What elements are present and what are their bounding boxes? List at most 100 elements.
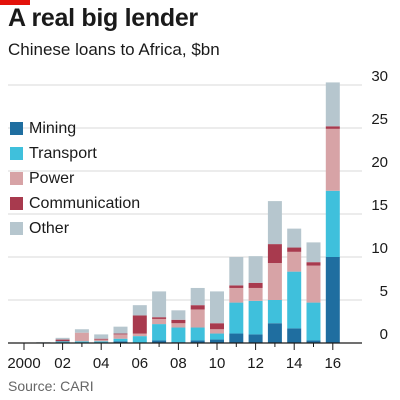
bar-other-2008: [171, 310, 186, 320]
bar-other-2002: [55, 337, 70, 340]
legend-item-power: Power: [10, 166, 140, 191]
bar-communication-2015: [306, 262, 321, 266]
chart-source: Source: CARI: [8, 378, 94, 394]
bar-communication-2014: [287, 247, 302, 252]
bar-communication-2010: [210, 323, 224, 330]
y-tick-label-25: 25: [371, 111, 388, 128]
bar-transport-2010: [210, 333, 224, 340]
bar-mining-2012: [248, 334, 263, 343]
bar-mining-2010: [210, 339, 224, 343]
y-tick-label-0: 0: [380, 326, 388, 343]
bar-other-2006: [132, 305, 147, 316]
x-tick-label-2000: 2000: [7, 355, 40, 372]
bar-other-2011: [229, 257, 244, 286]
x-tick-label-2002: 02: [54, 355, 71, 372]
bar-communication-2006: [132, 315, 147, 334]
bar-transport-2003: [74, 341, 89, 343]
bar-other-2003: [74, 329, 89, 333]
legend-label-power: Power: [29, 169, 75, 187]
bar-transport-2014: [287, 271, 302, 329]
bar-transport-2006: [132, 336, 147, 343]
bar-power-2008: [171, 323, 186, 328]
bar-mining-2014: [287, 328, 302, 343]
bar-power-2015: [306, 265, 321, 303]
bar-mining-2015: [306, 340, 321, 343]
bar-power-2010: [210, 329, 224, 334]
legend-label-transport: Transport: [29, 144, 97, 162]
bar-transport-2002: [55, 341, 70, 343]
bar-power-2005: [113, 334, 128, 339]
x-tick-label-2014: 14: [286, 355, 303, 372]
bar-communication-2011: [229, 285, 244, 288]
bar-transport-2016: [325, 190, 340, 257]
y-tick-label-10: 10: [371, 240, 388, 257]
bar-communication-2007: [152, 317, 167, 319]
bar-other-2007: [152, 291, 167, 318]
y-tick-label-5: 5: [380, 283, 388, 300]
y-tick-label-30: 30: [371, 68, 388, 85]
bar-transport-2011: [229, 302, 244, 334]
bar-power-2013: [267, 263, 282, 300]
legend-swatch-communication: [10, 197, 23, 210]
x-tick-label-2012: 12: [247, 355, 264, 372]
bar-other-2013: [267, 201, 282, 245]
legend-swatch-transport: [10, 147, 23, 160]
bar-transport-2015: [306, 302, 321, 341]
bar-transport-2007: [152, 324, 167, 341]
legend-item-communication: Communication: [10, 191, 140, 216]
legend-label-other: Other: [29, 219, 70, 237]
y-tick-label-15: 15: [371, 197, 388, 214]
x-tick-label-2006: 06: [131, 355, 148, 372]
bar-power-2009: [190, 309, 205, 328]
legend-swatch-power: [10, 172, 23, 185]
bar-other-2015: [306, 242, 321, 263]
bar-communication-2008: [171, 319, 186, 324]
bar-transport-2009: [190, 327, 205, 341]
bar-mining-2016: [325, 257, 340, 343]
bar-communication-2012: [248, 282, 263, 288]
bar-communication-2016: [325, 126, 340, 129]
chart-subtitle: Chinese loans to Africa, $bn: [8, 40, 220, 59]
bar-power-2003: [74, 332, 89, 342]
bar-other-2014: [287, 228, 302, 248]
bar-mining-2013: [267, 323, 282, 343]
bar-mining-2005: [113, 341, 128, 343]
bar-other-2016: [325, 82, 340, 127]
bar-communication-2005: [113, 333, 128, 335]
bar-transport-2004: [94, 341, 109, 343]
bar-communication-2004: [94, 338, 109, 340]
bar-power-2011: [229, 287, 244, 303]
bar-other-2012: [248, 256, 263, 283]
bar-transport-2012: [248, 300, 263, 335]
bar-power-2006: [132, 333, 147, 337]
bar-power-2012: [248, 287, 263, 301]
brand-red-bar: [0, 0, 30, 5]
legend-item-transport: Transport: [10, 141, 140, 166]
x-tick-label-2016: 16: [324, 355, 341, 372]
bar-power-2007: [152, 318, 167, 325]
x-tick-label-2004: 04: [93, 355, 110, 372]
bar-communication-2013: [267, 244, 282, 264]
bar-communication-2002: [55, 339, 70, 342]
legend-item-other: Other: [10, 216, 140, 241]
bar-transport-2013: [267, 300, 282, 324]
bar-transport-2008: [171, 327, 186, 343]
bar-transport-2005: [113, 338, 128, 342]
legend-item-mining: Mining: [10, 116, 140, 141]
bar-mining-2007: [152, 340, 167, 343]
legend-label-communication: Communication: [29, 194, 141, 212]
legend-swatch-mining: [10, 122, 23, 135]
bar-power-2016: [325, 128, 340, 191]
bar-other-2010: [210, 291, 224, 324]
x-tick-label-2008: 08: [170, 355, 187, 372]
bar-communication-2009: [190, 305, 205, 310]
bar-mining-2011: [229, 333, 244, 343]
bar-power-2004: [94, 339, 109, 342]
chart-legend: Mining Transport Power Communication Oth…: [10, 116, 140, 241]
bar-other-2004: [94, 334, 109, 339]
x-tick-label-2010: 10: [209, 355, 226, 372]
chart-title: A real big lender: [8, 4, 198, 32]
bar-power-2014: [287, 251, 302, 272]
bar-other-2005: [113, 326, 128, 334]
